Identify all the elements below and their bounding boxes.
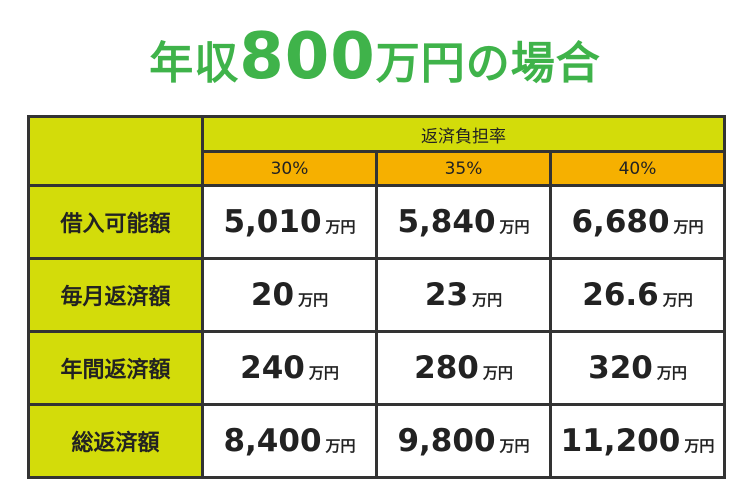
unit: 万円 [472, 291, 503, 309]
value: 11,200 [560, 423, 681, 459]
value: 23 [424, 277, 469, 313]
unit: 万円 [499, 218, 530, 236]
value: 320 [588, 350, 653, 386]
value-cell: 320 万円 [548, 330, 727, 406]
value-cell: 9,800 万円 [375, 403, 552, 479]
value-cell: 240 万円 [201, 330, 378, 406]
value-cell: 5,010 万円 [201, 184, 378, 260]
table-row: 総返済額 8,400 万円 9,800 万円 11,200 万円 [27, 403, 727, 479]
value: 280 [414, 350, 479, 386]
value-cell: 280 万円 [375, 330, 552, 406]
rate-header: 35% [375, 150, 552, 187]
value-cell: 5,840 万円 [375, 184, 552, 260]
unit: 万円 [325, 218, 356, 236]
unit: 万円 [499, 437, 530, 455]
rate-header: 30% [201, 150, 378, 187]
value-cell: 23 万円 [375, 257, 552, 333]
value: 9,800 [397, 423, 496, 459]
row-label: 毎月返済額 [27, 257, 204, 333]
value: 8,400 [223, 423, 322, 459]
unit: 万円 [325, 437, 356, 455]
title-suffix: 万円の場合 [375, 38, 601, 89]
value: 20 [250, 277, 295, 313]
title-amount: 800 [239, 20, 376, 94]
value: 5,010 [223, 204, 322, 240]
value: 26.6 [582, 277, 659, 313]
row-label: 年間返済額 [27, 330, 204, 406]
corner-cell [27, 115, 204, 187]
title-prefix: 年収 [149, 38, 240, 89]
value-cell: 6,680 万円 [548, 184, 727, 260]
table-row: 年間返済額 240 万円 280 万円 320 万円 [27, 330, 727, 406]
unit: 万円 [656, 364, 687, 382]
unit: 万円 [308, 364, 339, 382]
value-cell: 8,400 万円 [201, 403, 378, 479]
value: 240 [240, 350, 305, 386]
row-label: 借入可能額 [27, 184, 204, 260]
table-row: 毎月返済額 20 万円 23 万円 26.6 万円 [27, 257, 727, 333]
loan-table: 返済負担率 30% 35% 40% 借入可能額 5,010 万円 5,840 万円 … [27, 115, 727, 479]
value-cell: 11,200 万円 [548, 403, 727, 479]
unit: 万円 [482, 364, 513, 382]
unit: 万円 [673, 218, 704, 236]
value-cell: 26.6 万円 [548, 257, 727, 333]
value: 6,680 [571, 204, 670, 240]
unit: 万円 [662, 291, 693, 309]
page-title: 年収800万円の場合 [0, 22, 750, 99]
unit: 万円 [298, 291, 329, 309]
table-row: 借入可能額 5,010 万円 5,840 万円 6,680 万円 [27, 184, 727, 260]
row-label: 総返済額 [27, 403, 204, 479]
value-cell: 20 万円 [201, 257, 378, 333]
unit: 万円 [684, 437, 715, 455]
group-header: 返済負担率 [200, 115, 727, 153]
value: 5,840 [397, 204, 496, 240]
rate-header: 40% [548, 150, 727, 187]
